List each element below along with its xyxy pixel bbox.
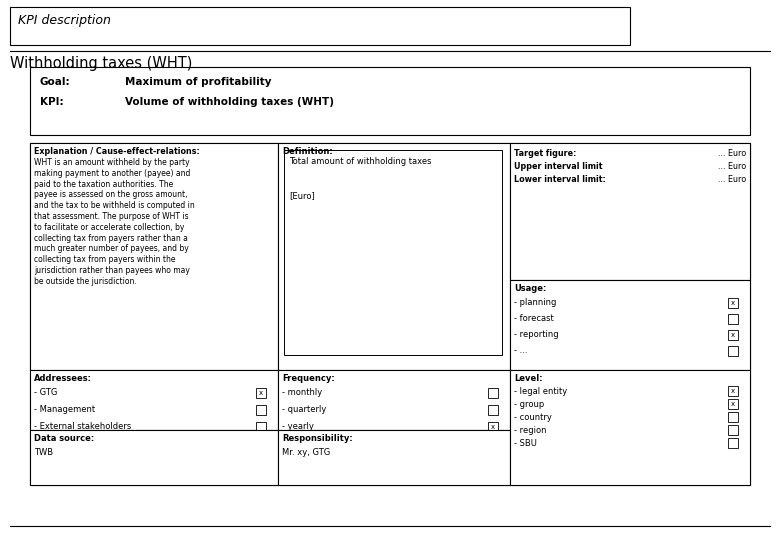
Bar — [256, 405, 266, 415]
Bar — [30, 67, 750, 135]
Bar — [728, 412, 738, 422]
Text: Frequency:: Frequency: — [282, 374, 335, 383]
Text: Addressees:: Addressees: — [34, 374, 92, 383]
Text: ... Euro: ... Euro — [718, 149, 746, 158]
Bar — [510, 143, 750, 280]
Text: Mr. xy, GTG: Mr. xy, GTG — [282, 448, 330, 457]
Bar — [30, 143, 278, 370]
Text: - External stakeholders: - External stakeholders — [34, 422, 131, 431]
Text: - SBU: - SBU — [514, 439, 537, 448]
Text: Data source:: Data source: — [34, 434, 94, 443]
Text: that assessment. The purpose of WHT is: that assessment. The purpose of WHT is — [34, 212, 189, 221]
Bar — [728, 330, 738, 340]
Text: and the tax to be withheld is computed in: and the tax to be withheld is computed i… — [34, 201, 195, 210]
Bar — [728, 425, 738, 435]
Text: Lower interval limit:: Lower interval limit: — [514, 175, 606, 184]
Text: Withholding taxes (WHT): Withholding taxes (WHT) — [10, 56, 193, 71]
Bar — [728, 386, 738, 396]
Text: KPI description: KPI description — [18, 14, 111, 27]
Text: collecting tax from payers within the: collecting tax from payers within the — [34, 255, 176, 264]
Bar — [728, 314, 738, 324]
Text: - reporting: - reporting — [514, 330, 558, 339]
Text: - legal entity: - legal entity — [514, 387, 567, 396]
Text: Responsibility:: Responsibility: — [282, 434, 353, 443]
Text: TWB: TWB — [34, 448, 53, 457]
Text: Usage:: Usage: — [514, 284, 546, 293]
Text: Level:: Level: — [514, 374, 543, 383]
Bar — [30, 370, 278, 430]
Text: Definition:: Definition: — [282, 147, 333, 156]
Bar — [728, 298, 738, 308]
Text: paid to the taxation authorities. The: paid to the taxation authorities. The — [34, 180, 173, 188]
Bar — [278, 370, 510, 430]
Text: - yearly: - yearly — [282, 422, 314, 431]
Text: Explanation / Cause-effect-relations:: Explanation / Cause-effect-relations: — [34, 147, 200, 156]
Text: to facilitate or accelerate collection, by: to facilitate or accelerate collection, … — [34, 223, 184, 232]
Bar — [510, 280, 750, 370]
Text: Maximum of profitability: Maximum of profitability — [125, 77, 271, 87]
Text: [Euro]: [Euro] — [289, 191, 315, 200]
Bar — [278, 143, 510, 370]
Bar — [284, 150, 502, 355]
Text: - ...: - ... — [514, 346, 527, 355]
Text: ... Euro: ... Euro — [718, 162, 746, 171]
Text: be outside the jurisdiction.: be outside the jurisdiction. — [34, 277, 136, 286]
Text: - country: - country — [514, 413, 552, 422]
Text: Volume of withholding taxes (WHT): Volume of withholding taxes (WHT) — [125, 97, 334, 107]
Text: Target figure:: Target figure: — [514, 149, 576, 158]
Text: x: x — [491, 424, 495, 430]
Bar — [10, 7, 630, 45]
Bar — [30, 430, 278, 485]
Text: Goal:: Goal: — [40, 77, 71, 87]
Text: - forecast: - forecast — [514, 314, 554, 323]
Text: payee is assessed on the gross amount,: payee is assessed on the gross amount, — [34, 191, 187, 199]
Text: x: x — [731, 388, 735, 394]
Bar — [278, 430, 510, 485]
Text: - planning: - planning — [514, 298, 556, 307]
Text: x: x — [731, 401, 735, 407]
Bar — [488, 422, 498, 432]
Text: - region: - region — [514, 426, 547, 435]
Bar — [728, 438, 738, 448]
Text: Total amount of withholding taxes: Total amount of withholding taxes — [289, 157, 431, 166]
Bar — [728, 346, 738, 356]
Text: Upper interval limit: Upper interval limit — [514, 162, 602, 171]
Text: ... Euro: ... Euro — [718, 175, 746, 184]
Text: x: x — [731, 300, 735, 306]
Text: x: x — [259, 390, 263, 396]
Bar — [728, 399, 738, 409]
Text: collecting tax from payers rather than a: collecting tax from payers rather than a — [34, 234, 188, 242]
Bar — [488, 388, 498, 398]
Bar — [30, 143, 750, 485]
Bar — [256, 422, 266, 432]
Text: jurisdiction rather than payees who may: jurisdiction rather than payees who may — [34, 266, 190, 275]
Text: WHT is an amount withheld by the party: WHT is an amount withheld by the party — [34, 158, 190, 167]
Bar — [510, 370, 750, 485]
Text: KPI:: KPI: — [40, 97, 64, 107]
Text: much greater number of payees, and by: much greater number of payees, and by — [34, 245, 189, 253]
Text: - monthly: - monthly — [282, 388, 322, 397]
Bar — [488, 405, 498, 415]
Text: - Management: - Management — [34, 405, 95, 414]
Text: x: x — [731, 332, 735, 338]
Bar — [256, 388, 266, 398]
Text: making payment to another (payee) and: making payment to another (payee) and — [34, 169, 190, 178]
Text: - GTG: - GTG — [34, 388, 58, 397]
Text: - quarterly: - quarterly — [282, 405, 326, 414]
Text: - group: - group — [514, 400, 544, 409]
